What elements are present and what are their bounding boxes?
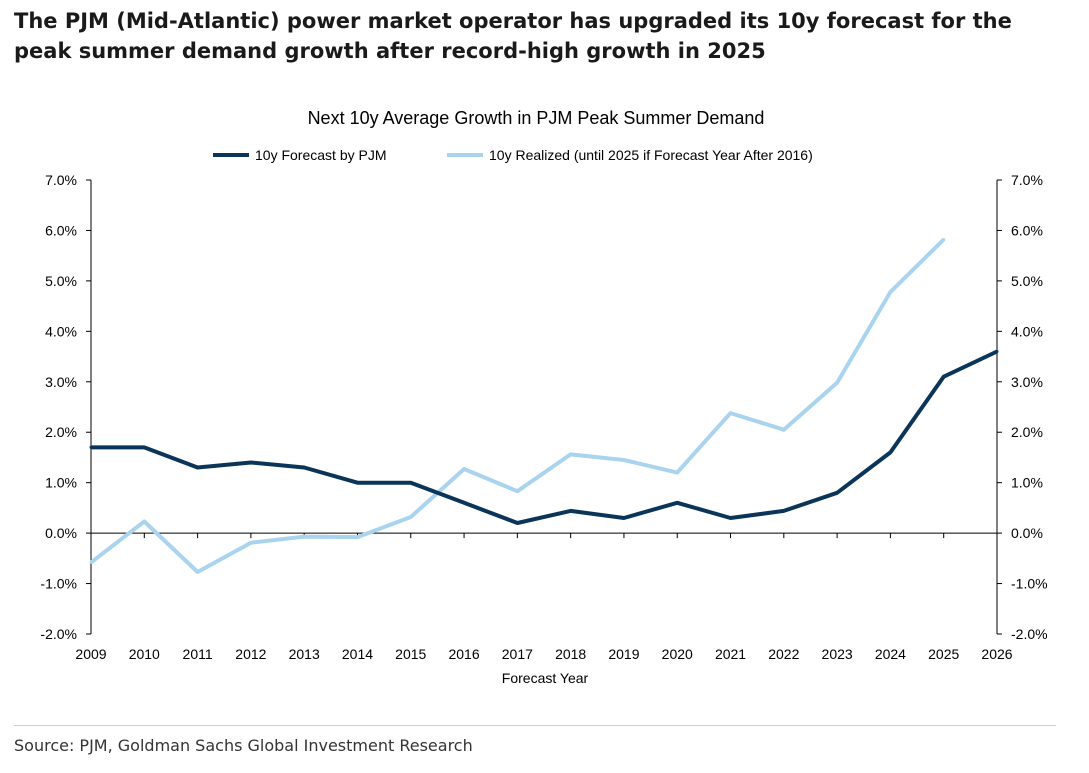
data-point-forecast xyxy=(196,466,200,470)
data-point-realized xyxy=(835,381,839,385)
data-point-realized xyxy=(462,467,466,471)
x-tick-label: 2024 xyxy=(875,646,906,662)
x-tick-label: 2016 xyxy=(448,646,479,662)
y-tick-label-left: 0.0% xyxy=(45,525,77,541)
data-point-realized xyxy=(142,520,146,524)
data-point-realized xyxy=(782,428,786,432)
y-tick-label-right: 6.0% xyxy=(1011,222,1043,238)
data-point-forecast xyxy=(675,501,679,505)
x-tick-label: 2010 xyxy=(129,646,160,662)
data-point-forecast xyxy=(729,516,733,520)
source-note: Source: PJM, Goldman Sachs Global Invest… xyxy=(14,736,473,755)
x-tick-label: 2011 xyxy=(183,646,213,662)
y-tick-label-left: -2.0% xyxy=(40,626,77,642)
x-tick-label: 2013 xyxy=(289,646,320,662)
y-tick-label-right: 2.0% xyxy=(1011,424,1043,440)
data-point-forecast xyxy=(142,445,146,449)
data-point-realized xyxy=(729,411,733,415)
x-tick-label: 2017 xyxy=(502,646,533,662)
x-tick-label: 2009 xyxy=(75,646,106,662)
data-point-realized xyxy=(515,489,519,493)
y-tick-label-right: 0.0% xyxy=(1011,525,1043,541)
x-tick-label: 2021 xyxy=(715,646,746,662)
data-point-forecast xyxy=(569,509,573,513)
x-tick-label: 2019 xyxy=(608,646,639,662)
y-tick-label-right: 1.0% xyxy=(1011,475,1043,491)
data-point-realized xyxy=(675,471,679,475)
data-point-forecast xyxy=(462,501,466,505)
data-point-forecast xyxy=(355,481,359,485)
y-tick-label-right: 5.0% xyxy=(1011,273,1043,289)
x-tick-label: 2022 xyxy=(768,646,799,662)
headline: The PJM (Mid-Atlantic) power market oper… xyxy=(14,9,1012,63)
chart-title: Next 10y Average Growth in PJM Peak Summ… xyxy=(308,108,765,128)
y-tick-label-left: 4.0% xyxy=(45,323,77,339)
x-tick-label: 2014 xyxy=(342,646,373,662)
x-tick-label: 2025 xyxy=(928,646,959,662)
x-tick-label: 2012 xyxy=(235,646,266,662)
x-tick-label: 2023 xyxy=(822,646,853,662)
data-point-forecast xyxy=(995,350,999,354)
data-point-realized xyxy=(355,535,359,539)
divider xyxy=(14,725,1056,726)
y-tick-label-right: 7.0% xyxy=(1011,172,1043,188)
y-tick-label-left: 2.0% xyxy=(45,424,77,440)
data-point-realized xyxy=(89,560,93,564)
data-point-realized xyxy=(888,290,892,294)
data-point-realized xyxy=(942,238,946,242)
series-lines xyxy=(89,238,999,574)
data-point-forecast xyxy=(888,450,892,454)
y-tick-label-left: 1.0% xyxy=(45,475,77,491)
y-tick-label-left: 3.0% xyxy=(45,374,77,390)
x-tick-label: 2026 xyxy=(981,646,1012,662)
x-tick-label: 2015 xyxy=(395,646,426,662)
y-tick-label-right: -2.0% xyxy=(1011,626,1048,642)
data-point-forecast xyxy=(515,521,519,525)
x-tick-label: 2018 xyxy=(555,646,586,662)
y-tick-label-left: 6.0% xyxy=(45,222,77,238)
y-tick-label-right: 3.0% xyxy=(1011,374,1043,390)
axes: -2.0% -2.0% -1.0% -1.0% 0.0% 0.0% 1.0% 1.0% 2.0%… xyxy=(40,172,1047,662)
y-tick-label-right: 4.0% xyxy=(1011,323,1043,339)
data-point-forecast xyxy=(835,491,839,495)
data-point-forecast xyxy=(622,516,626,520)
data-point-realized xyxy=(409,515,413,519)
y-tick-label-right: -1.0% xyxy=(1011,576,1048,592)
data-point-realized xyxy=(622,458,626,462)
data-point-realized xyxy=(249,541,253,545)
data-point-forecast xyxy=(782,509,786,513)
y-tick-label-left: 5.0% xyxy=(45,273,77,289)
data-point-forecast xyxy=(942,375,946,379)
data-point-realized xyxy=(569,452,573,456)
legend: 10y Forecast by PJM 10y Realized (until … xyxy=(213,147,813,163)
series-line-forecast xyxy=(91,349,998,525)
y-tick-label-left: -1.0% xyxy=(40,576,77,592)
data-point-forecast xyxy=(302,466,306,470)
data-point-realized xyxy=(196,570,200,574)
data-point-realized xyxy=(302,535,306,539)
x-axis-title: Forecast Year xyxy=(502,670,589,686)
y-tick-label-left: 7.0% xyxy=(45,172,77,188)
data-point-forecast xyxy=(249,460,253,464)
legend-label-forecast: 10y Forecast by PJM xyxy=(255,147,387,163)
legend-label-realized: 10y Realized (until 2025 if Forecast Yea… xyxy=(489,147,813,163)
data-point-forecast xyxy=(89,445,93,449)
x-tick-label: 2020 xyxy=(662,646,693,662)
data-point-forecast xyxy=(409,481,413,485)
